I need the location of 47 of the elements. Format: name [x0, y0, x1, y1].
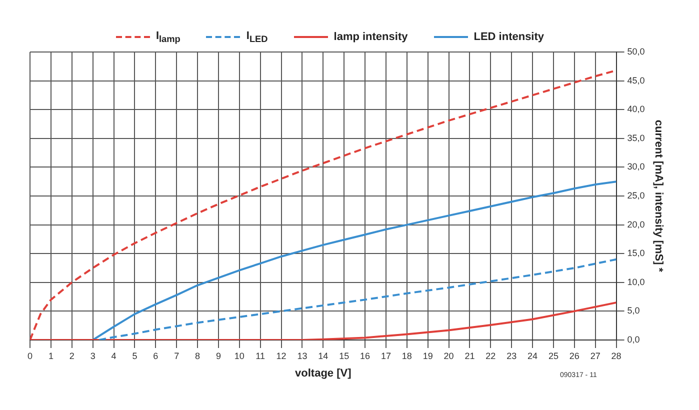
legend-label: I$_{LED}$: [246, 30, 268, 44]
x-tick-label: 16: [360, 350, 370, 361]
x-tick-label: 7: [174, 350, 180, 361]
y-tick-label: 30,0: [627, 162, 645, 172]
x-tick-label: 23: [506, 350, 517, 361]
x-tick-label: 18: [402, 350, 412, 361]
x-tick-label: 28: [611, 350, 622, 361]
legend-label: I$_{lamp}$: [156, 30, 180, 44]
x-tick-label: 3: [90, 350, 96, 361]
x-tick-label: 10: [234, 350, 244, 361]
x-tick-label: 2: [69, 350, 74, 361]
x-tick-label: 13: [297, 350, 308, 361]
x-tick-label: 6: [153, 350, 158, 361]
y-tick-label: 5,0: [627, 306, 640, 316]
y-tick-label: 0,0: [627, 334, 640, 344]
x-tick-label: 1: [48, 350, 54, 361]
x-tick-label: 14: [318, 350, 328, 361]
y-tick-label: 40,0: [627, 104, 645, 114]
y-tick-label: 50,0: [627, 46, 645, 56]
x-tick-label: 20: [444, 350, 454, 361]
y-axis-title: current [mA], intensity [mS] *: [652, 120, 664, 273]
y-tick-label: 10,0: [627, 276, 645, 287]
x-tick-label: 5: [132, 350, 138, 361]
x-tick-label: 19: [422, 350, 433, 361]
x-tick-label: 22: [486, 350, 496, 361]
legend-label: LED intensity: [474, 31, 544, 44]
x-tick-label: 12: [276, 350, 286, 361]
x-axis-title: voltage [V]: [295, 367, 352, 380]
y-tick-label: 35,0: [627, 132, 645, 143]
x-tick-label: 8: [195, 350, 200, 361]
x-tick-label: 9: [216, 350, 221, 361]
x-tick-label: 11: [256, 350, 265, 361]
x-tick-label: 27: [590, 350, 600, 361]
y-tick-label: 20,0: [627, 219, 645, 230]
y-tick-label: 45,0: [627, 75, 645, 86]
x-tick-label: 26: [569, 350, 580, 361]
line-series: [98, 258, 616, 340]
x-tick-label: 25: [548, 350, 558, 361]
y-tick-label: 25,0: [627, 190, 645, 200]
x-tick-label: 24: [528, 350, 538, 361]
legend-label: lamp intensity: [334, 31, 408, 44]
x-tick-label: 4: [111, 350, 116, 361]
x-tick-label: 0: [27, 350, 33, 361]
x-tick-label: 15: [339, 350, 350, 361]
x-tick-label: 21: [464, 350, 475, 361]
x-tick-label: 17: [380, 350, 391, 361]
y-tick-label: 15,0: [627, 248, 645, 258]
